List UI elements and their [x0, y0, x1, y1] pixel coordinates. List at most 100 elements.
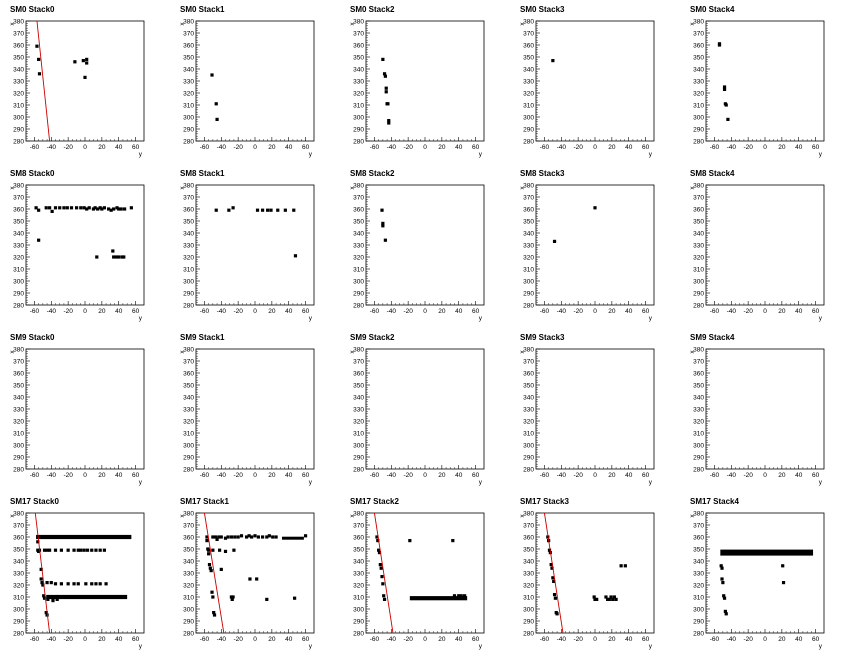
x-tick-label: -60 [370, 636, 380, 643]
data-point [35, 44, 39, 48]
x-tick-label: 20 [268, 308, 276, 315]
x-axis-label: y [819, 643, 823, 650]
y-axis-label: x [179, 350, 186, 354]
data-point [207, 548, 211, 552]
y-tick-label: 360 [353, 42, 364, 49]
y-tick-label: 330 [693, 406, 704, 413]
chart-panel: SM0 Stack3 280 290 300 310 320 330 340 350 360 370… [519, 5, 655, 158]
y-tick-label: 280 [523, 630, 534, 637]
panel-title: SM0 Stack3 [520, 5, 565, 14]
y-tick-label: 300 [523, 442, 534, 449]
y-tick-label: 380 [183, 346, 194, 353]
x-tick-label: 0 [83, 636, 87, 643]
x-tick-label: 40 [115, 144, 123, 151]
data-point [41, 583, 45, 587]
data-point [37, 72, 42, 76]
x-axis-label: y [479, 479, 483, 486]
y-axis-label: x [349, 22, 356, 26]
y-tick-label: 370 [13, 30, 24, 37]
data-point [34, 206, 38, 210]
y-tick-label: 290 [693, 126, 704, 133]
data-point [96, 207, 100, 211]
data-layer [719, 549, 814, 616]
data-point [82, 548, 86, 552]
plot-frame [705, 348, 825, 470]
data-point [283, 208, 287, 212]
x-axis-label: y [139, 151, 143, 158]
data-point [81, 59, 85, 63]
panel-title: SM0 Stack2 [350, 5, 395, 14]
data-layer [551, 59, 555, 63]
data-point [607, 597, 611, 601]
data-point [247, 534, 251, 538]
y-tick-label: 290 [523, 454, 534, 461]
data-point [42, 594, 46, 598]
y-tick-label: 380 [693, 18, 704, 25]
x-tick-label: -40 [217, 144, 227, 151]
hit-band [720, 549, 814, 556]
y-tick-label: 340 [13, 394, 24, 401]
data-point [76, 548, 80, 552]
x-tick-label: 0 [83, 308, 87, 315]
x-axis-label: y [819, 151, 823, 158]
y-tick-label: 290 [13, 126, 24, 133]
y-tick-label: 320 [183, 418, 194, 425]
data-point [380, 575, 384, 579]
x-axis-label: y [819, 315, 823, 322]
x-tick-label: 60 [132, 144, 140, 151]
data-point [72, 548, 76, 552]
y-tick-label: 290 [693, 290, 704, 297]
data-point [547, 548, 552, 552]
y-tick-label: 350 [693, 54, 704, 61]
fit-line [543, 513, 564, 633]
hit-band [46, 594, 128, 600]
x-tick-label: 0 [763, 472, 767, 479]
data-point [212, 613, 217, 617]
y-tick-label: 310 [183, 430, 194, 437]
data-point [50, 209, 54, 213]
data-point [59, 582, 63, 586]
data-point [378, 563, 382, 567]
y-tick-label: 290 [13, 290, 24, 297]
x-tick-label: -60 [540, 636, 550, 643]
data-point [223, 536, 228, 540]
x-tick-label: 60 [642, 144, 650, 151]
data-point [66, 548, 70, 552]
y-tick-label: 310 [353, 430, 364, 437]
y-tick-label: 330 [183, 406, 194, 413]
y-tick-label: 350 [693, 218, 704, 225]
x-tick-label: -60 [710, 144, 720, 151]
x-tick-label: 40 [795, 636, 803, 643]
data-point [592, 595, 596, 599]
x-tick-label: 0 [423, 144, 427, 151]
data-point [66, 582, 70, 586]
y-tick-label: 360 [693, 42, 704, 49]
data-point [265, 597, 269, 601]
y-tick-label: 380 [693, 346, 704, 353]
x-tick-label: -60 [370, 308, 380, 315]
y-axis-label: x [9, 350, 16, 354]
x-tick-label: 20 [608, 308, 616, 315]
x-axis-label: y [309, 151, 313, 158]
data-point [231, 206, 235, 210]
y-tick-label: 310 [523, 430, 534, 437]
x-tick-label: 20 [778, 308, 786, 315]
y-tick-label: 360 [693, 206, 704, 213]
chart-panel: SM0 Stack0 280 290 300 310 320 330 340 350 360 370… [9, 5, 145, 158]
chart-panel: SM0 Stack1 280 290 300 310 320 330 340 350 360 370… [179, 5, 315, 158]
data-point [781, 581, 786, 585]
y-tick-label: 350 [353, 54, 364, 61]
chart-panel: SM17 Stack3 280 290 300 310 320 330 340 350 360 37… [519, 497, 655, 650]
x-tick-label: 0 [593, 144, 597, 151]
y-tick-label: 310 [13, 102, 24, 109]
y-tick-label: 360 [353, 206, 364, 213]
x-tick-label: 20 [608, 636, 616, 643]
x-axis-label: y [309, 643, 313, 650]
data-point [49, 581, 53, 585]
y-tick-label: 310 [523, 102, 534, 109]
y-tick-label: 350 [353, 546, 364, 553]
x-tick-label: -40 [217, 308, 227, 315]
y-tick-label: 360 [523, 42, 534, 49]
x-tick-label: 20 [98, 144, 106, 151]
data-point [53, 582, 58, 586]
